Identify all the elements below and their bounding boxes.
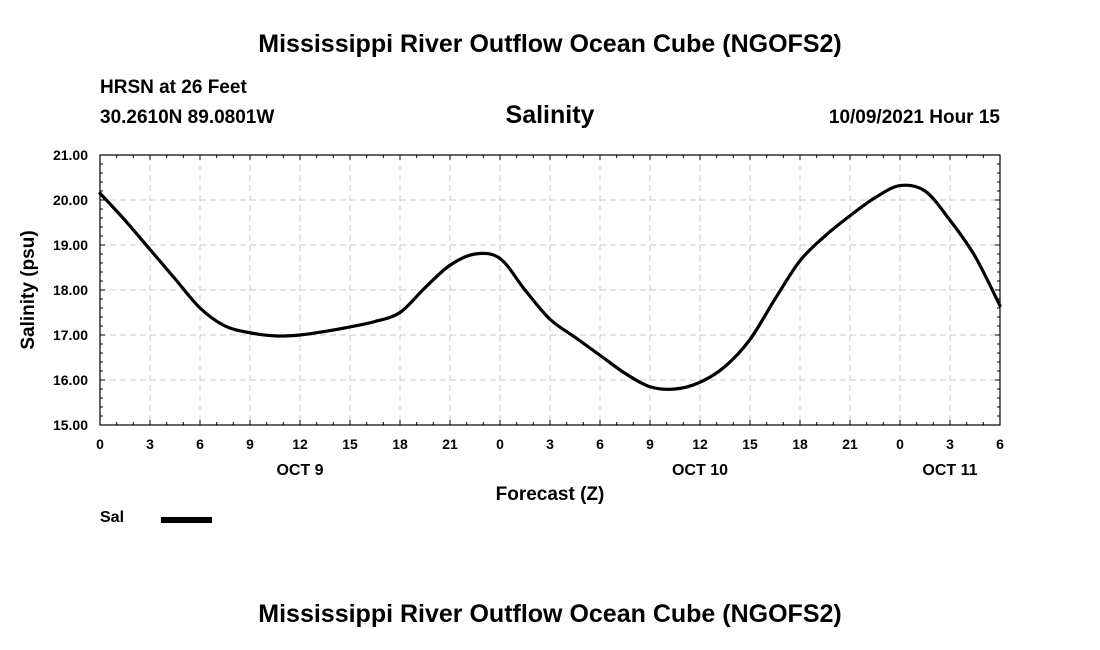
x-tick-label: 0 <box>496 436 504 452</box>
y-axis-title: Salinity (psu) <box>18 230 39 349</box>
grid-lines <box>100 155 1000 425</box>
legend-label: Sal <box>100 509 125 526</box>
x-tick-label: 18 <box>792 436 808 452</box>
day-label: OCT 11 <box>922 462 977 479</box>
footer-title: Mississippi River Outflow Ocean Cube (NG… <box>258 600 842 628</box>
x-tick-label: 3 <box>946 436 954 452</box>
y-tick-label: 15.00 <box>53 417 88 433</box>
x-tick-label: 9 <box>246 436 254 452</box>
x-tick-label: 15 <box>342 436 358 452</box>
y-tick-label: 19.00 <box>53 237 88 253</box>
salinity-series-line <box>98 183 1002 391</box>
day-label: OCT 10 <box>672 462 728 479</box>
day-label: OCT 9 <box>276 462 323 479</box>
y-tick-label: 20.00 <box>53 192 88 208</box>
x-tick-label: 6 <box>996 436 1004 452</box>
x-tick-label: 0 <box>896 436 904 452</box>
x-tick-label: 9 <box>646 436 654 452</box>
y-tick-label: 21.00 <box>53 147 88 163</box>
x-tick-label: 12 <box>692 436 708 452</box>
station-label: HRSN at 26 Feet <box>100 77 247 98</box>
x-axis-title: Forecast (Z) <box>496 484 605 505</box>
station-coordinates: 30.2610N 89.0801W <box>100 107 275 128</box>
chart-title: Mississippi River Outflow Ocean Cube (NG… <box>258 30 842 58</box>
forecast-datetime: 10/09/2021 Hour 15 <box>828 107 1000 128</box>
plot-frame <box>99 154 1001 426</box>
y-tick-label: 18.00 <box>53 282 88 298</box>
x-tick-label: 3 <box>546 436 554 452</box>
x-tick-label: 15 <box>742 436 758 452</box>
x-tick-label: 6 <box>596 436 604 452</box>
x-tick-label: 21 <box>842 436 858 452</box>
x-tick-label: 18 <box>392 436 408 452</box>
x-tick-label: 0 <box>96 436 104 452</box>
tick-labels: 0 3 6 9 12 15 18 21 0 3 6 9 12 15 18 21 0 3 6 15.00 16.00 17.… <box>53 147 1004 479</box>
y-tick-label: 17.00 <box>53 327 88 343</box>
legend-swatch <box>161 517 212 523</box>
x-tick-label: 21 <box>442 436 458 452</box>
x-tick-label: 6 <box>196 436 204 452</box>
x-tick-label: 3 <box>146 436 154 452</box>
x-tick-label: 12 <box>292 436 308 452</box>
y-tick-label: 16.00 <box>53 372 88 388</box>
chart-subtitle: Salinity <box>505 101 595 129</box>
